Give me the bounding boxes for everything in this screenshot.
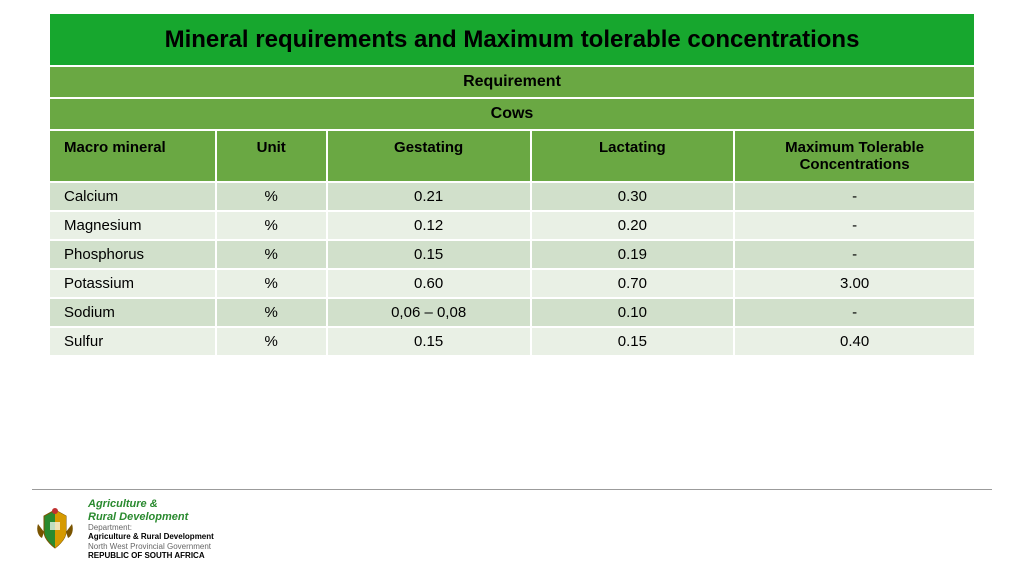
table-subheader-requirement: Requirement (49, 66, 975, 98)
slide: Mineral requirements and Maximum tolerab… (0, 0, 1024, 357)
table-title: Mineral requirements and Maximum tolerab… (49, 13, 975, 66)
table-column-headers: Macro mineral Unit Gestating Lactating M… (49, 130, 975, 182)
table-title-row: Mineral requirements and Maximum tolerab… (49, 13, 975, 66)
slide-footer: Agriculture & Rural Development Departme… (0, 489, 1024, 560)
table-row: Potassium % 0.60 0.70 3.00 (49, 269, 975, 298)
org-name-2: Rural Development (88, 511, 214, 524)
coat-of-arms-icon (32, 506, 78, 552)
table-row: Sodium % 0,06 – 0,08 0.10 - (49, 298, 975, 327)
footer-branding: Agriculture & Rural Development Departme… (32, 498, 992, 560)
table-row: Magnesium % 0.12 0.20 - (49, 211, 975, 240)
col-gestating: Gestating (327, 130, 531, 182)
table-row: Calcium % 0.21 0.30 - (49, 182, 975, 211)
table-row: Phosphorus % 0.15 0.19 - (49, 240, 975, 269)
table-row: Sulfur % 0.15 0.15 0.40 (49, 327, 975, 356)
col-lactating: Lactating (531, 130, 735, 182)
dept-name: Agriculture & Rural Development (88, 532, 214, 541)
col-max-tolerable: Maximum Tolerable Concentrations (734, 130, 975, 182)
gov-line: North West Provincial Government (88, 542, 214, 551)
country-line: REPUBLIC OF SOUTH AFRICA (88, 551, 214, 560)
dept-label: Department: (88, 523, 214, 532)
footer-divider (32, 489, 992, 490)
table-subheader-cows: Cows (49, 98, 975, 130)
col-macro-mineral: Macro mineral (49, 130, 216, 182)
department-text: Agriculture & Rural Development Departme… (88, 498, 214, 560)
col-unit: Unit (216, 130, 327, 182)
mineral-table: Mineral requirements and Maximum tolerab… (48, 12, 976, 357)
org-name-1: Agriculture & (88, 498, 214, 511)
